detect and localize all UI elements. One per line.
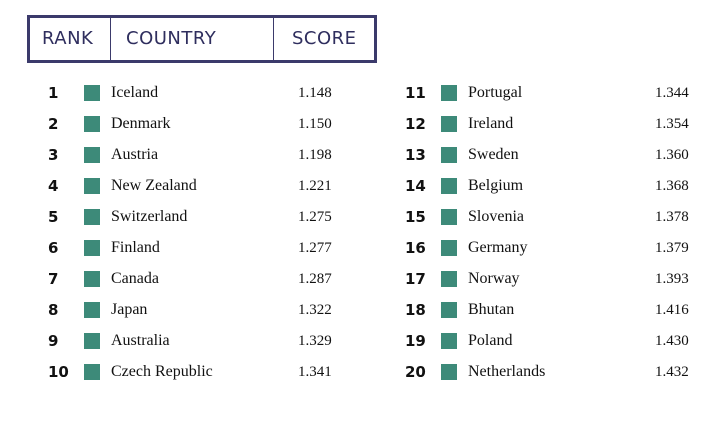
score: 1.322 <box>298 302 332 318</box>
rank: 4 <box>48 177 59 195</box>
score: 1.393 <box>655 271 689 287</box>
country-name: Slovenia <box>468 208 524 225</box>
country-name: Norway <box>468 270 520 287</box>
rank: 18 <box>405 301 426 319</box>
rank: 11 <box>405 84 426 102</box>
color-swatch <box>84 178 100 194</box>
color-swatch <box>441 116 457 132</box>
country-name: Denmark <box>111 115 171 132</box>
score: 1.378 <box>655 209 689 225</box>
color-swatch <box>441 209 457 225</box>
score: 1.148 <box>298 85 332 101</box>
country-name: Ireland <box>468 115 514 132</box>
color-swatch <box>441 364 457 380</box>
color-swatch <box>84 271 100 287</box>
header-divider <box>273 18 274 60</box>
rank: 2 <box>48 115 59 133</box>
country-name: Netherlands <box>468 363 546 380</box>
rank: 7 <box>48 270 59 288</box>
country-name: Sweden <box>468 146 519 163</box>
color-swatch <box>84 85 100 101</box>
rank: 14 <box>405 177 426 195</box>
country-name: Iceland <box>111 84 159 101</box>
rank: 10 <box>48 363 69 381</box>
header-cell: SCORE <box>292 28 357 49</box>
color-swatch <box>441 302 457 318</box>
score: 1.275 <box>298 209 332 225</box>
rank: 8 <box>48 301 59 319</box>
table-header: RANK COUNTRY SCORE <box>27 15 377 63</box>
country-name: Austria <box>111 146 159 163</box>
color-swatch <box>84 147 100 163</box>
country-name: Australia <box>111 332 170 349</box>
country-name: Belgium <box>468 177 524 194</box>
rank: 12 <box>405 115 426 133</box>
score: 1.416 <box>655 302 689 318</box>
country-name: Portugal <box>468 84 523 101</box>
score: 1.150 <box>298 116 332 132</box>
rank: 13 <box>405 146 426 164</box>
rank: 19 <box>405 332 426 350</box>
score: 1.329 <box>298 333 332 349</box>
color-swatch <box>84 333 100 349</box>
rank: 3 <box>48 146 59 164</box>
country-name: Canada <box>111 270 159 287</box>
score: 1.344 <box>655 85 689 101</box>
score: 1.221 <box>298 178 332 194</box>
color-swatch <box>84 209 100 225</box>
color-swatch <box>84 116 100 132</box>
score: 1.360 <box>655 147 689 163</box>
color-swatch <box>84 240 100 256</box>
rank: 6 <box>48 239 59 257</box>
score: 1.287 <box>298 271 332 287</box>
rank: 1 <box>48 84 59 102</box>
country-name: Germany <box>468 239 528 256</box>
rank: 16 <box>405 239 426 257</box>
score: 1.277 <box>298 240 332 256</box>
rank: 17 <box>405 270 426 288</box>
color-swatch <box>441 240 457 256</box>
score: 1.379 <box>655 240 689 256</box>
color-swatch <box>441 271 457 287</box>
color-swatch <box>441 85 457 101</box>
country-name: Finland <box>111 239 160 256</box>
color-swatch <box>84 364 100 380</box>
country-name: Japan <box>111 301 148 318</box>
header-cell: COUNTRY <box>126 28 217 49</box>
country-name: Bhutan <box>468 301 515 318</box>
header-cell: RANK <box>42 28 94 49</box>
score: 1.341 <box>298 364 332 380</box>
color-swatch <box>441 178 457 194</box>
rank: 5 <box>48 208 59 226</box>
score: 1.432 <box>655 364 689 380</box>
score: 1.430 <box>655 333 689 349</box>
rank: 20 <box>405 363 426 381</box>
color-swatch <box>84 302 100 318</box>
score: 1.354 <box>655 116 689 132</box>
country-name: Switzerland <box>111 208 188 225</box>
score: 1.368 <box>655 178 689 194</box>
rank: 15 <box>405 208 426 226</box>
country-name: New Zealand <box>111 177 197 194</box>
color-swatch <box>441 147 457 163</box>
header-divider <box>110 18 111 60</box>
country-name: Poland <box>468 332 513 349</box>
score: 1.198 <box>298 147 332 163</box>
rank: 9 <box>48 332 59 350</box>
color-swatch <box>441 333 457 349</box>
country-name: Czech Republic <box>111 363 213 380</box>
